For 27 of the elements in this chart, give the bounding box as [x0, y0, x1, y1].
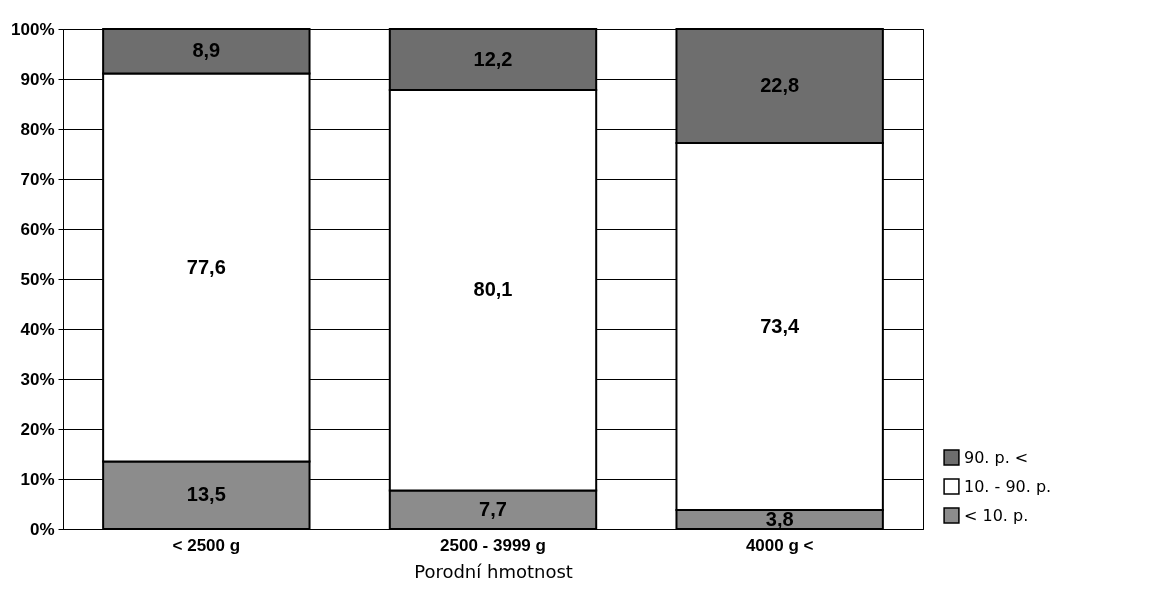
data-label: 22,8	[760, 74, 800, 96]
y-tick-label: 40%	[20, 319, 55, 339]
x-tick-label: < 2500 g	[172, 535, 241, 555]
y-tick-label: 30%	[20, 369, 55, 389]
data-label: 77,6	[186, 255, 226, 278]
y-tick-label: 50%	[20, 269, 55, 289]
legend-label: 10. - 90. p.	[964, 476, 1052, 496]
data-label: 3,8	[765, 507, 794, 530]
data-label: 7,7	[479, 497, 507, 520]
x-tick-label: 2500 - 3999 g	[440, 535, 546, 555]
y-tick-label: 70%	[20, 169, 55, 189]
data-label: 8,9	[192, 39, 221, 62]
y-tick-label: 90%	[20, 69, 55, 89]
y-tick-label: 20%	[20, 419, 55, 439]
y-tick-label: 100%	[11, 19, 55, 39]
data-label: 12,2	[473, 47, 513, 70]
y-tick-label: 80%	[20, 119, 55, 139]
data-label: 13,5	[186, 483, 226, 506]
y-tick-label: 0%	[29, 519, 55, 539]
data-label: 73,4	[760, 314, 800, 337]
legend-label: < 10. p.	[964, 505, 1029, 525]
y-tick-label: 60%	[20, 219, 55, 239]
x-tick-label: 4000 g <	[745, 535, 814, 555]
data-label: 80,1	[473, 278, 513, 301]
x-axis-title: Porodní hmotnost	[414, 560, 573, 582]
legend-label: 90. p. <	[964, 447, 1029, 467]
y-tick-label: 10%	[20, 469, 55, 489]
